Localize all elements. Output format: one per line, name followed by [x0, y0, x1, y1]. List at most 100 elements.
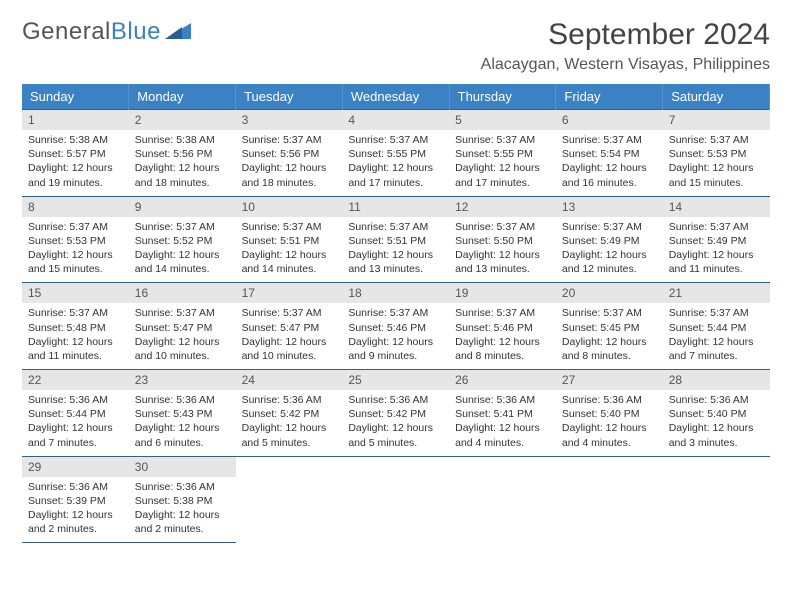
day-number: 3 [236, 110, 343, 130]
day-body: Sunrise: 5:38 AMSunset: 5:56 PMDaylight:… [129, 130, 236, 196]
day-body: Sunrise: 5:36 AMSunset: 5:39 PMDaylight:… [22, 477, 129, 543]
day-number: 27 [556, 370, 663, 390]
sunset-line: Sunset: 5:51 PM [348, 234, 443, 248]
sunset-line: Sunset: 5:52 PM [135, 234, 230, 248]
sunrise-line: Sunrise: 5:36 AM [562, 393, 657, 407]
calendar-week: 1Sunrise: 5:38 AMSunset: 5:57 PMDaylight… [22, 110, 770, 197]
logo-text-general: General [22, 18, 111, 46]
logo-triangle-icon [165, 18, 191, 46]
sunrise-line: Sunrise: 5:37 AM [669, 220, 764, 234]
sunset-line: Sunset: 5:41 PM [455, 407, 550, 421]
dow-thu: Thursday [449, 84, 556, 110]
day-number: 30 [129, 457, 236, 477]
sunrise-line: Sunrise: 5:37 AM [348, 306, 443, 320]
sunset-line: Sunset: 5:49 PM [669, 234, 764, 248]
calendar-cell: 22Sunrise: 5:36 AMSunset: 5:44 PMDayligh… [22, 370, 129, 457]
day-body: Sunrise: 5:36 AMSunset: 5:42 PMDaylight:… [236, 390, 343, 456]
day-body: Sunrise: 5:37 AMSunset: 5:47 PMDaylight:… [236, 303, 343, 369]
day-body: Sunrise: 5:37 AMSunset: 5:53 PMDaylight:… [663, 130, 770, 196]
sunset-line: Sunset: 5:54 PM [562, 147, 657, 161]
calendar-cell: 7Sunrise: 5:37 AMSunset: 5:53 PMDaylight… [663, 110, 770, 197]
calendar-body: 1Sunrise: 5:38 AMSunset: 5:57 PMDaylight… [22, 110, 770, 543]
calendar-week: 8Sunrise: 5:37 AMSunset: 5:53 PMDaylight… [22, 196, 770, 283]
calendar-cell: 2Sunrise: 5:38 AMSunset: 5:56 PMDaylight… [129, 110, 236, 197]
calendar-cell: 19Sunrise: 5:37 AMSunset: 5:46 PMDayligh… [449, 283, 556, 370]
dow-mon: Monday [129, 84, 236, 110]
day-number: 9 [129, 197, 236, 217]
daylight-line: Daylight: 12 hours and 17 minutes. [348, 161, 443, 189]
calendar-cell: 30 Sunrise: 5:36 AMSunset: 5:38 PMDayligh… [129, 456, 236, 543]
daylight-line: Daylight: 12 hours and 4 minutes. [562, 421, 657, 449]
day-body: Sunrise: 5:37 AMSunset: 5:45 PMDaylight:… [556, 303, 663, 369]
sunset-line: Sunset: 5:57 PM [28, 147, 123, 161]
day-body: Sunrise: 5:36 AMSunset: 5:40 PMDaylight:… [663, 390, 770, 456]
sunset-line: Sunset: 5:55 PM [348, 147, 443, 161]
calendar-cell: 28Sunrise: 5:36 AMSunset: 5:40 PMDayligh… [663, 370, 770, 457]
day-number: 13 [556, 197, 663, 217]
day-body: Sunrise: 5:38 AMSunset: 5:57 PMDaylight:… [22, 130, 129, 196]
sunset-line: Sunset: 5:47 PM [242, 321, 337, 335]
sunrise-line: Sunrise: 5:37 AM [242, 220, 337, 234]
sunset-line: Sunset: 5:46 PM [348, 321, 443, 335]
logo-text-blue: Blue [111, 18, 161, 46]
calendar-cell: 13Sunrise: 5:37 AMSunset: 5:49 PMDayligh… [556, 196, 663, 283]
sunset-line: Sunset: 5:56 PM [242, 147, 337, 161]
day-body: Sunrise: 5:37 AMSunset: 5:46 PMDaylight:… [449, 303, 556, 369]
day-number: 10 [236, 197, 343, 217]
calendar-cell: 20Sunrise: 5:37 AMSunset: 5:45 PMDayligh… [556, 283, 663, 370]
sunrise-line: Sunrise: 5:37 AM [669, 306, 764, 320]
daylight-line: Daylight: 12 hours and 19 minutes. [28, 161, 123, 189]
sunset-line: Sunset: 5:44 PM [28, 407, 123, 421]
dow-sun: Sunday [22, 84, 129, 110]
day-body: Sunrise: 5:37 AMSunset: 5:55 PMDaylight:… [342, 130, 449, 196]
day-number: 6 [556, 110, 663, 130]
calendar-cell: 21Sunrise: 5:37 AMSunset: 5:44 PMDayligh… [663, 283, 770, 370]
sunrise-line: Sunrise: 5:37 AM [28, 220, 123, 234]
sunrise-line: Sunrise: 5:38 AM [135, 133, 230, 147]
daylight-line: Daylight: 12 hours and 8 minutes. [455, 335, 550, 363]
logo: GeneralBlue [22, 18, 191, 46]
dow-fri: Friday [556, 84, 663, 110]
day-number: 20 [556, 283, 663, 303]
day-body: Sunrise: 5:37 AMSunset: 5:51 PMDaylight:… [236, 217, 343, 283]
sunset-line: Sunset: 5:53 PM [669, 147, 764, 161]
calendar-cell: 8Sunrise: 5:37 AMSunset: 5:53 PMDaylight… [22, 196, 129, 283]
daylight-line: Daylight: 12 hours and 17 minutes. [455, 161, 550, 189]
day-number: 7 [663, 110, 770, 130]
sunrise-line: Sunrise: 5:37 AM [455, 133, 550, 147]
calendar-cell: 15Sunrise: 5:37 AMSunset: 5:48 PMDayligh… [22, 283, 129, 370]
sunrise-line: Sunrise: 5:37 AM [669, 133, 764, 147]
day-body: Sunrise: 5:37 AMSunset: 5:56 PMDaylight:… [236, 130, 343, 196]
sunrise-line: Sunrise: 5:37 AM [135, 306, 230, 320]
calendar-cell: 14Sunrise: 5:37 AMSunset: 5:49 PMDayligh… [663, 196, 770, 283]
month-title: September 2024 [481, 18, 770, 52]
sunrise-line: Sunrise: 5:37 AM [562, 306, 657, 320]
daylight-line: Daylight: 12 hours and 2 minutes. [135, 508, 230, 536]
calendar-week: 15Sunrise: 5:37 AMSunset: 5:48 PMDayligh… [22, 283, 770, 370]
day-number: 16 [129, 283, 236, 303]
daylight-line: Daylight: 12 hours and 18 minutes. [135, 161, 230, 189]
daylight-line: Daylight: 12 hours and 13 minutes. [455, 248, 550, 276]
sunset-line: Sunset: 5:38 PM [135, 494, 230, 508]
sunrise-line: Sunrise: 5:36 AM [135, 393, 230, 407]
day-body: Sunrise: 5:37 AMSunset: 5:53 PMDaylight:… [22, 217, 129, 283]
sunset-line: Sunset: 5:45 PM [562, 321, 657, 335]
calendar-cell [663, 456, 770, 543]
day-body: Sunrise: 5:37 AMSunset: 5:46 PMDaylight:… [342, 303, 449, 369]
day-body: Sunrise: 5:36 AMSunset: 5:44 PMDaylight:… [22, 390, 129, 456]
calendar-table: Sunday Monday Tuesday Wednesday Thursday… [22, 84, 770, 543]
day-body: Sunrise: 5:37 AMSunset: 5:51 PMDaylight:… [342, 217, 449, 283]
sunrise-line: Sunrise: 5:36 AM [135, 480, 230, 494]
sunset-line: Sunset: 5:40 PM [669, 407, 764, 421]
calendar-cell: 18Sunrise: 5:37 AMSunset: 5:46 PMDayligh… [342, 283, 449, 370]
sunrise-line: Sunrise: 5:37 AM [242, 133, 337, 147]
day-number: 22 [22, 370, 129, 390]
day-body: Sunrise: 5:37 AMSunset: 5:54 PMDaylight:… [556, 130, 663, 196]
day-body: Sunrise: 5:37 AMSunset: 5:55 PMDaylight:… [449, 130, 556, 196]
calendar-cell: 10Sunrise: 5:37 AMSunset: 5:51 PMDayligh… [236, 196, 343, 283]
day-number: 29 [22, 457, 129, 477]
calendar-cell: 12Sunrise: 5:37 AMSunset: 5:50 PMDayligh… [449, 196, 556, 283]
sunset-line: Sunset: 5:51 PM [242, 234, 337, 248]
sunrise-line: Sunrise: 5:37 AM [28, 306, 123, 320]
daylight-line: Daylight: 12 hours and 7 minutes. [669, 335, 764, 363]
